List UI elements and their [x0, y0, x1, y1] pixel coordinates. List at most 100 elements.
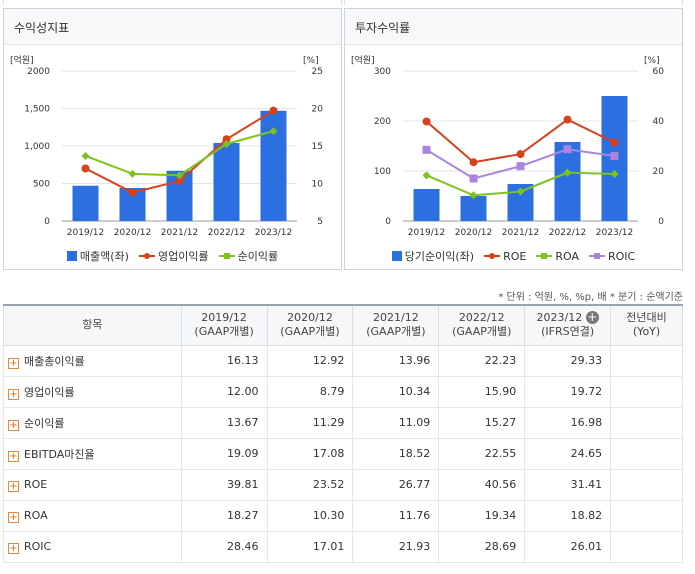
- value-cell: 12.00: [180, 375, 268, 408]
- series-line: [85, 130, 274, 177]
- data-point: [563, 115, 572, 124]
- row-label: 매출총이익률: [24, 354, 85, 368]
- expand-row-icon[interactable]: +: [8, 511, 19, 523]
- column-header-period: 2021/12 (GAAP개별): [352, 304, 440, 346]
- column-header-period: 2020/12 (GAAP개별): [266, 304, 354, 346]
- data-point: [422, 171, 431, 180]
- data-point: [610, 169, 619, 178]
- left-tick-label: 0: [385, 217, 391, 227]
- value-cell: 39.81: [180, 468, 268, 501]
- value-cell: 11.29: [266, 406, 354, 439]
- value-cell: 18.82: [524, 499, 612, 532]
- value-cell: 29.33: [524, 344, 612, 377]
- row-label-cell[interactable]: + ROE: [3, 468, 182, 501]
- legend-swatch: [391, 251, 402, 261]
- value-cell: 12.92: [266, 344, 354, 377]
- data-point: [175, 176, 184, 185]
- table-row: + ROE 39.81 23.52 26.77 40.56 31.41: [3, 468, 683, 501]
- chart-legend: 당기순이익(좌) ROE ROA ROIC: [345, 248, 682, 264]
- value-cell: 15.27: [438, 406, 526, 439]
- panel-title: 투자수익률: [345, 9, 682, 45]
- data-point: [81, 164, 90, 173]
- legend-item[interactable]: 당기순이익(좌): [391, 248, 474, 264]
- basis-label: (GAAP개별): [452, 325, 512, 339]
- data-point: [469, 174, 478, 183]
- legend-swatch: [484, 251, 501, 261]
- legend-item[interactable]: ROE: [484, 250, 526, 263]
- basis-label: (IFRS연결): [541, 325, 595, 339]
- left-tick-label: 1,500: [24, 105, 50, 115]
- period-label: 2023/12: [536, 311, 583, 325]
- row-label-cell[interactable]: + EBITDA마진율: [3, 437, 182, 470]
- data-point: [563, 168, 572, 177]
- x-tick-label: 2022/12: [208, 228, 245, 238]
- expand-row-icon[interactable]: +: [8, 480, 19, 492]
- value-cell: 31.41: [524, 468, 612, 501]
- left-axis-unit: [억원]: [351, 54, 375, 66]
- expand-columns-icon[interactable]: +: [585, 310, 599, 325]
- legend-item[interactable]: ROIC: [588, 250, 635, 263]
- data-point: [563, 145, 572, 154]
- data-point: [222, 139, 231, 148]
- panel-title: 수익성지표: [4, 9, 341, 45]
- x-tick-label: 2020/12: [114, 228, 151, 238]
- legend-label: 매출액(좌): [79, 250, 129, 263]
- data-point: [516, 187, 525, 196]
- right-axis-unit: [%]: [644, 56, 660, 66]
- data-point: [128, 169, 137, 178]
- yoy-cell: [610, 437, 683, 470]
- data-point: [516, 162, 525, 171]
- chart-legend: 매출액(좌) 영업이익률 순이익률: [4, 248, 341, 264]
- data-point: [610, 151, 619, 160]
- legend-item[interactable]: 영업이익률: [138, 248, 209, 264]
- legend-item[interactable]: 매출액(좌): [66, 248, 129, 264]
- data-point: [222, 135, 231, 144]
- basis-label: (GAAP개별): [366, 325, 426, 339]
- value-cell: 28.69: [438, 530, 526, 563]
- value-cell: 16.13: [180, 344, 268, 377]
- row-label: 순이익률: [24, 416, 65, 430]
- value-cell: 26.77: [352, 468, 440, 501]
- bar: [413, 189, 440, 221]
- expand-row-icon[interactable]: +: [8, 357, 19, 369]
- row-label-cell[interactable]: + ROA: [3, 499, 182, 532]
- right-tick-label: 20: [312, 105, 324, 115]
- top-tab-strip: [344, 0, 683, 5]
- data-point: [175, 171, 184, 180]
- investment-return-panel: 투자수익률 [억원] [%] 0 0 100 20 200 40 300 60 2019/12 202…: [344, 8, 683, 270]
- basis-label: (GAAP개별): [194, 325, 254, 339]
- expand-row-icon[interactable]: +: [8, 419, 19, 431]
- right-tick-label: 10: [312, 180, 324, 190]
- expand-row-icon[interactable]: +: [8, 388, 19, 400]
- unit-note: * 단위 : 억원, %, %p, 배 * 분기 : 순액기준: [498, 292, 683, 303]
- legend-label: ROE: [503, 250, 527, 263]
- value-cell: 13.96: [352, 344, 440, 377]
- profitability-chart: [억원] [%] 0 5 500 10 1,000 15 1,500 20 2000 25 2019/1…: [10, 54, 324, 238]
- data-point: [469, 191, 478, 200]
- yoy-cell: [610, 344, 683, 377]
- bar: [72, 185, 99, 221]
- legend-swatch: [536, 251, 553, 261]
- row-label: 영업이익률: [24, 385, 75, 399]
- table-row: + 매출총이익률 16.13 12.92 13.96 22.23 29.33: [3, 344, 683, 377]
- legend-item[interactable]: 순이익률: [218, 248, 278, 264]
- yoy-label: 전년대비: [626, 311, 667, 325]
- column-header-yoy: 전년대비 (YoY): [610, 304, 683, 346]
- row-label-cell[interactable]: + 매출총이익률: [3, 344, 182, 377]
- left-tick-label: 200: [374, 117, 391, 127]
- expand-row-icon[interactable]: +: [8, 450, 19, 462]
- column-header-period: 2023/12 + (IFRS연결): [524, 304, 612, 346]
- x-tick-label: 2021/12: [502, 228, 539, 238]
- row-label-cell[interactable]: + ROIC: [3, 530, 182, 563]
- x-tick-label: 2020/12: [455, 228, 492, 238]
- expand-row-icon[interactable]: +: [8, 542, 19, 554]
- legend-label: 영업이익률: [157, 250, 209, 263]
- data-point: [610, 138, 619, 147]
- right-axis-unit: [%]: [303, 56, 319, 66]
- left-tick-label: 1,000: [24, 142, 50, 152]
- row-label-cell[interactable]: + 영업이익률: [3, 375, 182, 408]
- basis-label: (GAAP개별): [280, 325, 340, 339]
- row-label-cell[interactable]: + 순이익률: [3, 406, 182, 439]
- value-cell: 10.34: [352, 375, 440, 408]
- legend-item[interactable]: ROA: [536, 250, 579, 263]
